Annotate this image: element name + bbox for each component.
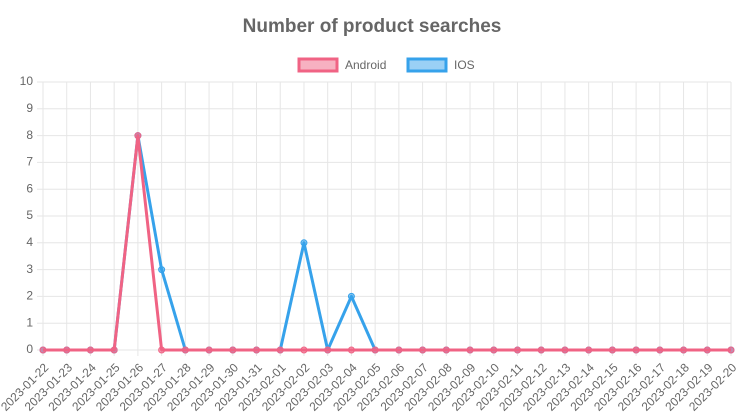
data-point: [110, 346, 118, 354]
y-tick-label: 3: [26, 262, 33, 276]
chart-title: Number of product searches: [243, 16, 502, 37]
data-point: [632, 346, 640, 354]
data-point: [490, 346, 498, 354]
y-tick-label: 9: [26, 101, 33, 115]
data-point: [63, 346, 71, 354]
y-tick-label: 0: [26, 342, 33, 356]
data-point: [703, 346, 711, 354]
data-point: [585, 346, 593, 354]
y-tick-label: 8: [26, 128, 33, 142]
legend-label: IOS: [454, 58, 475, 72]
data-point: [324, 346, 332, 354]
y-tick-label: 5: [26, 208, 33, 222]
y-tick-label: 7: [26, 155, 33, 169]
y-tick-label: 1: [26, 315, 33, 329]
legend-label: Android: [345, 58, 386, 72]
data-point: [371, 346, 379, 354]
data-point: [181, 346, 189, 354]
data-point: [727, 346, 735, 354]
data-point: [395, 346, 403, 354]
series-line: [43, 134, 731, 352]
data-point: [229, 346, 237, 354]
y-tick-label: 10: [20, 74, 34, 88]
y-tick-label: 4: [26, 235, 33, 249]
data-point: [419, 346, 427, 354]
y-tick-label: 6: [26, 181, 33, 195]
data-point: [158, 266, 166, 274]
data-point: [300, 346, 308, 354]
data-point: [300, 239, 308, 247]
data-point: [466, 346, 474, 354]
data-point: [276, 346, 284, 354]
data-point: [608, 346, 616, 354]
data-point: [513, 346, 521, 354]
data-point: [680, 346, 688, 354]
data-point: [561, 346, 569, 354]
data-point: [537, 346, 545, 354]
data-point: [134, 132, 142, 140]
data-point: [39, 346, 47, 354]
data-point: [656, 346, 664, 354]
legend-swatch: [297, 57, 339, 73]
data-point: [205, 346, 213, 354]
data-point: [86, 346, 94, 354]
data-point: [442, 346, 450, 354]
data-point: [347, 292, 355, 300]
data-point: [158, 346, 166, 354]
legend-swatch: [406, 57, 448, 73]
data-point: [253, 346, 261, 354]
y-tick-label: 2: [26, 289, 33, 303]
data-point: [347, 346, 355, 354]
